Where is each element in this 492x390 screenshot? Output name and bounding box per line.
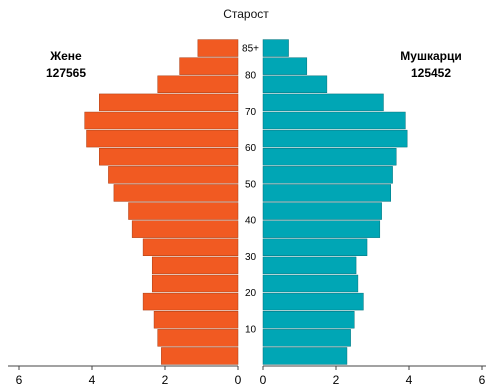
age-label: 85+ xyxy=(242,44,259,55)
age-axis-labels: 10 20 30 40 50 60 70 80 85+ xyxy=(242,44,259,336)
women-bar-60-64 xyxy=(86,129,239,148)
age-label: 80 xyxy=(245,71,257,82)
women-bar-65-69 xyxy=(84,111,239,130)
women-bar-55-59 xyxy=(99,148,239,166)
men-bar-85+ xyxy=(262,39,289,57)
men-bar-0-4 xyxy=(262,347,348,365)
men-bar-80-84 xyxy=(262,57,308,75)
men-bar-75-79 xyxy=(262,75,328,93)
women-total-label: 127565 xyxy=(46,66,86,80)
women-bar-80-84 xyxy=(179,57,239,75)
women-bar-5-9 xyxy=(157,329,239,347)
men-bar-70-74 xyxy=(262,93,384,112)
men-bar-50-54 xyxy=(262,166,393,184)
women-bars xyxy=(84,39,239,365)
women-bar-35-39 xyxy=(131,220,239,238)
men-bar-60-64 xyxy=(262,129,408,148)
women-bar-45-49 xyxy=(113,184,239,202)
men-bar-40-44 xyxy=(262,202,382,220)
x-tick-label: 4 xyxy=(406,373,413,387)
women-bar-40-44 xyxy=(128,202,239,220)
x-tick-label: 2 xyxy=(333,373,340,387)
age-label: 30 xyxy=(245,252,257,263)
women-bar-15-19 xyxy=(142,292,239,311)
women-bar-50-54 xyxy=(108,166,239,184)
women-bar-85+ xyxy=(197,39,239,57)
men-bar-35-39 xyxy=(262,220,381,238)
men-legend-label: Мушкарци xyxy=(400,49,461,63)
chart-title: Старост xyxy=(223,7,269,21)
age-label: 50 xyxy=(245,179,257,190)
age-label: 70 xyxy=(245,107,257,118)
men-bar-5-9 xyxy=(262,329,351,347)
men-bar-20-24 xyxy=(262,274,359,293)
men-bar-25-29 xyxy=(262,256,357,275)
men-total-label: 125452 xyxy=(411,66,451,80)
age-label: 10 xyxy=(245,324,257,335)
women-bar-0-4 xyxy=(161,347,239,365)
x-tick-label: 6 xyxy=(479,373,486,387)
x-tick-label: 2 xyxy=(162,373,169,387)
men-bar-10-14 xyxy=(262,311,355,329)
women-bar-75-79 xyxy=(157,75,239,93)
x-tick-label: 0 xyxy=(260,373,267,387)
women-bar-25-29 xyxy=(151,256,239,275)
men-bar-65-69 xyxy=(262,111,406,130)
women-bar-30-34 xyxy=(142,238,239,256)
age-label: 20 xyxy=(245,288,257,299)
men-bar-15-19 xyxy=(262,292,364,311)
x-tick-label: 6 xyxy=(16,373,23,387)
men-bar-55-59 xyxy=(262,148,397,166)
age-label: 60 xyxy=(245,143,257,154)
age-label: 40 xyxy=(245,216,257,227)
women-bar-70-74 xyxy=(99,93,239,112)
women-bar-10-14 xyxy=(153,311,239,329)
men-bar-30-34 xyxy=(262,238,368,256)
men-bars xyxy=(262,39,408,365)
men-bar-45-49 xyxy=(262,184,391,202)
women-bar-20-24 xyxy=(151,274,239,293)
x-axis: 6 4 2 0 0 2 4 6 xyxy=(8,365,486,387)
women-legend-label: Жене xyxy=(49,49,82,63)
x-tick-label: 4 xyxy=(89,373,96,387)
x-tick-label: 0 xyxy=(235,373,242,387)
